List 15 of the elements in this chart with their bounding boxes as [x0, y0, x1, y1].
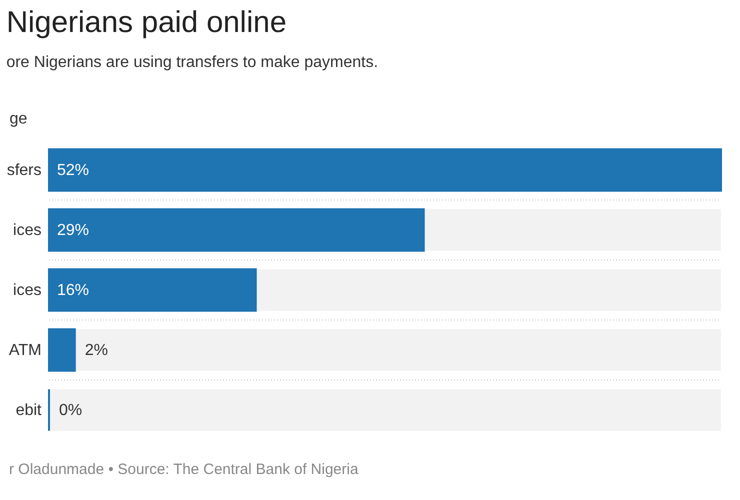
data-label: 16%: [57, 282, 90, 299]
text: r Oladunmade • Source: The Central Bank of Nigeria: [9, 461, 359, 478]
y-tick-label: ebit: [16, 402, 42, 419]
data-label: 2%: [84, 342, 108, 359]
y-tick-label: sfers: [6, 162, 42, 179]
data-label: 29%: [57, 222, 90, 239]
data-label: 0%: [59, 402, 82, 419]
y-tick-label: ices: [13, 282, 42, 299]
y-tick-label: ATM: [8, 342, 42, 359]
data-label: 52%: [57, 162, 90, 179]
chart-subtitle: ore Nigerians are using transfers to make payments.: [6, 54, 378, 71]
chart-title: Nigerians paid online: [6, 6, 287, 39]
bar: [48, 328, 76, 372]
y-tick-label: ices: [13, 222, 42, 239]
x-axis-title: ge: [10, 110, 28, 128]
